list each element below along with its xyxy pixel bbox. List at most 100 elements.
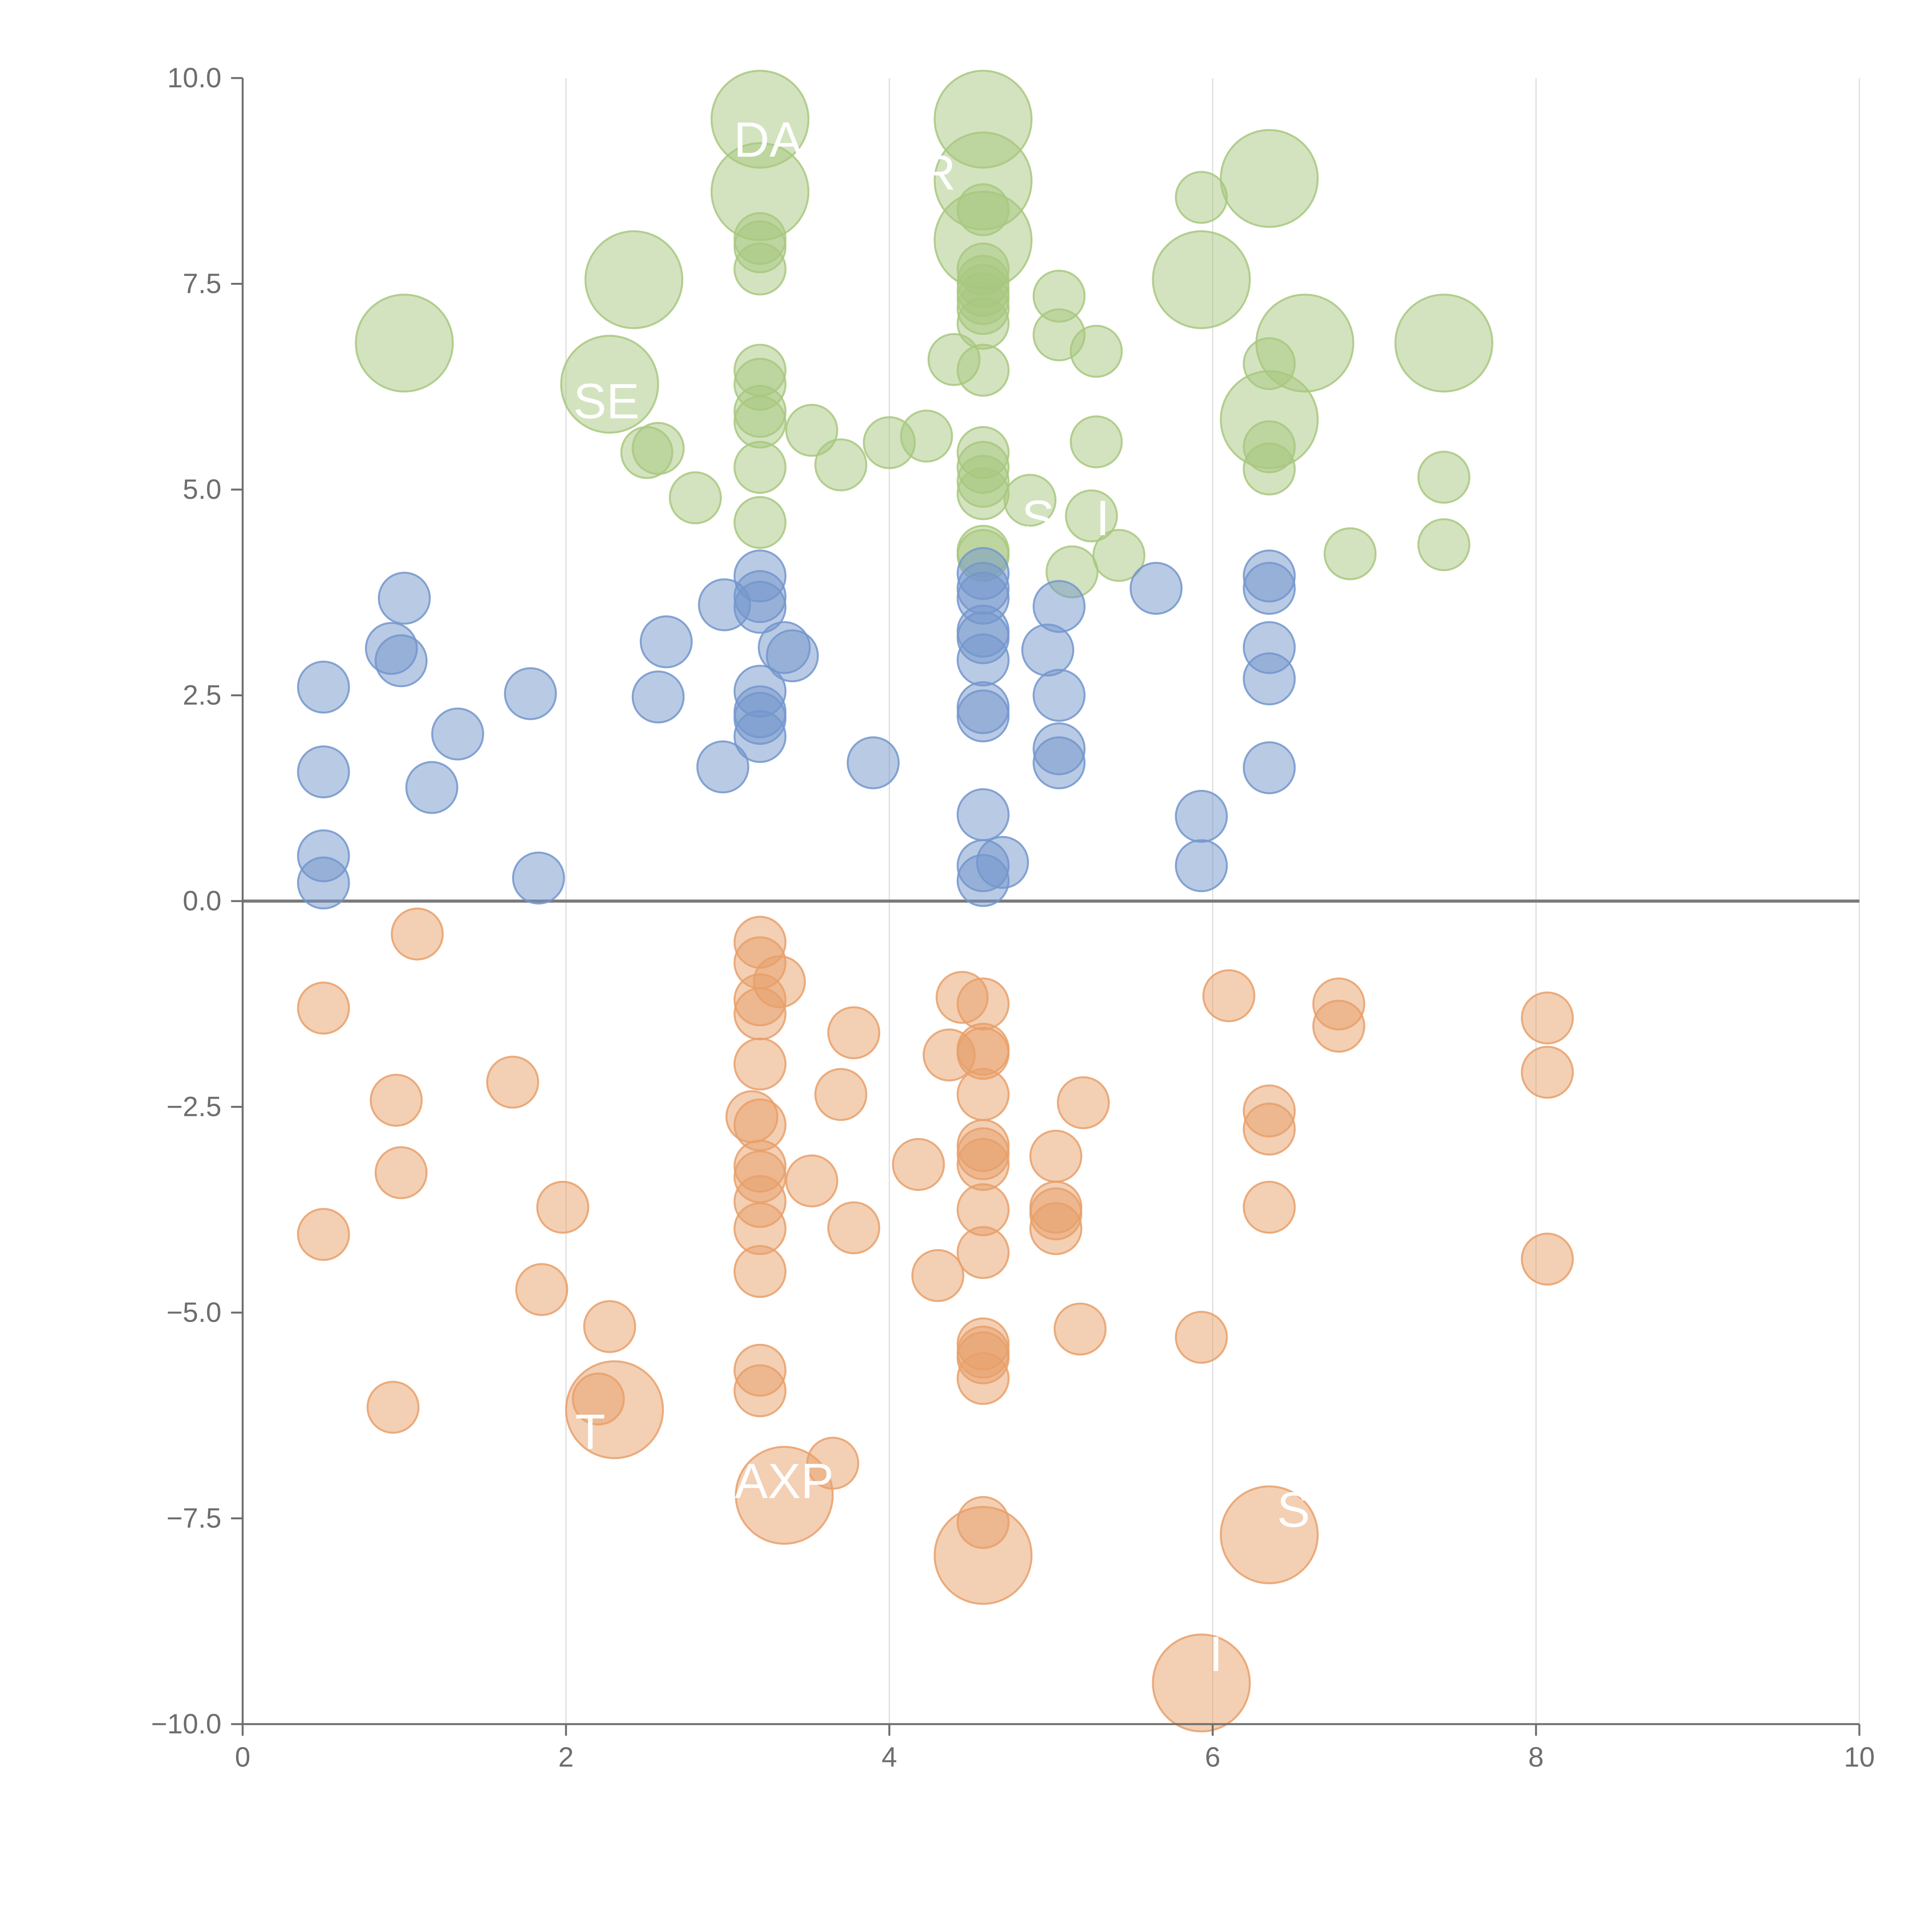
bubble-blue (1175, 790, 1228, 843)
y-tick-label: 0.0 (183, 886, 221, 917)
bubble-orange (785, 1154, 838, 1208)
bubble-green (1152, 230, 1251, 329)
bubble-label: T (575, 1404, 605, 1459)
bubble-blue (297, 745, 350, 799)
bubble-label: AXP (735, 1454, 834, 1509)
bubble-green (1243, 442, 1296, 496)
bubble-orange (814, 1068, 867, 1121)
bubble-green (1065, 489, 1118, 543)
bubble-orange (297, 1208, 350, 1261)
bubble-green (669, 471, 722, 524)
x-tick-label: 4 (882, 1742, 897, 1773)
bubble-blue (696, 740, 750, 794)
bubble-blue (639, 615, 693, 668)
bubble-blue (956, 689, 1010, 743)
bubble-orange (956, 1226, 1010, 1279)
bubble-green (733, 496, 787, 549)
y-tick-label: 5.0 (183, 474, 221, 505)
y-tick-label: −10.0 (151, 1709, 221, 1740)
bubble-orange (369, 1073, 423, 1127)
bubble-orange (486, 1056, 539, 1109)
bubble-orange (934, 1506, 1033, 1605)
bubble-orange (1029, 1129, 1083, 1183)
bubble-orange (733, 1037, 787, 1091)
x-tick-label: 10 (1844, 1742, 1875, 1773)
bubble-blue (733, 581, 787, 634)
bubble-green (733, 242, 787, 296)
bubble-blue (504, 667, 557, 720)
bubble-blue (956, 854, 1010, 907)
bubble-label: DA (734, 112, 803, 167)
bubble-green (733, 395, 787, 449)
bubble-orange (583, 1300, 636, 1353)
bubble-green (900, 410, 953, 463)
bubble-green (620, 426, 673, 479)
bubble-label: I (1209, 1626, 1223, 1682)
y-tick-label: 10.0 (167, 63, 221, 94)
bubble-label: I (1096, 491, 1110, 546)
bubble-orange (1520, 1233, 1574, 1286)
bubble-green (560, 335, 659, 434)
bubble-orange (1152, 1633, 1251, 1733)
bubble-label: SE (573, 374, 639, 429)
bubble-blue (1032, 736, 1086, 789)
bubble-orange (956, 1138, 1010, 1191)
bubble-green (1417, 518, 1471, 571)
bubble-orange (1053, 1303, 1107, 1356)
bubble-orange (956, 977, 1010, 1031)
y-tick-label: −2.5 (167, 1092, 221, 1122)
bubble-orange (536, 1180, 589, 1234)
bubble-green (1323, 527, 1377, 580)
bubble-orange (515, 1263, 568, 1316)
bubble-orange (1219, 1485, 1319, 1585)
bubble-orange (1202, 969, 1255, 1022)
bubble-blue (733, 710, 787, 763)
bubble-green (1092, 529, 1146, 582)
bubble-blue (956, 633, 1010, 687)
y-tick-label: −7.5 (167, 1503, 221, 1534)
bubble-blue (956, 788, 1010, 841)
bubble-green (1394, 293, 1493, 393)
bubble-green (956, 344, 1010, 397)
bubble-green (1070, 325, 1123, 378)
x-tick-label: 6 (1205, 1742, 1220, 1773)
bubble-orange (911, 1249, 964, 1302)
bubble-orange (1175, 1311, 1228, 1364)
x-tick-label: 0 (235, 1742, 250, 1773)
bubble-green (956, 467, 1010, 520)
bubble-orange (1243, 1102, 1296, 1156)
bubble-blue (297, 660, 350, 714)
bubble-green (1219, 129, 1319, 228)
bubble-orange (733, 987, 787, 1041)
bubble-blue (297, 856, 350, 910)
axes: 0 2 4 6 8 10 10.0 7.5 5.0 2.5 0.0 −2.5 −5.0 −7.5 −10.0 (151, 63, 1875, 1773)
bubble-orange (735, 1446, 834, 1545)
bubble-orange (956, 1068, 1010, 1121)
bubble-orange (1029, 1202, 1083, 1255)
bubble-green (733, 440, 787, 494)
bubble-green (1070, 415, 1123, 468)
bubble-label: S (1022, 491, 1054, 546)
bubble-orange (1057, 1076, 1110, 1129)
bubble-orange (366, 1381, 420, 1434)
bubble-blue (1243, 741, 1296, 794)
bubble-orange (374, 1146, 428, 1199)
bubble-orange (733, 1245, 787, 1298)
bubble-blue (1175, 839, 1228, 892)
bubble-blue (431, 707, 484, 761)
bubble-green (355, 293, 454, 393)
bubble-orange (827, 1201, 881, 1255)
bubbles (297, 70, 1574, 1733)
bubble-orange (892, 1138, 945, 1191)
x-tick-label: 2 (558, 1742, 574, 1773)
bubble-blue (1032, 669, 1086, 722)
bubble-blue (405, 761, 459, 814)
bubble-green (956, 183, 1010, 236)
bubble-orange (956, 1352, 1010, 1405)
bubble-blue (1129, 562, 1183, 615)
bubble-green (814, 438, 867, 492)
bubble-orange (297, 981, 350, 1035)
bubble-orange (1520, 991, 1574, 1044)
